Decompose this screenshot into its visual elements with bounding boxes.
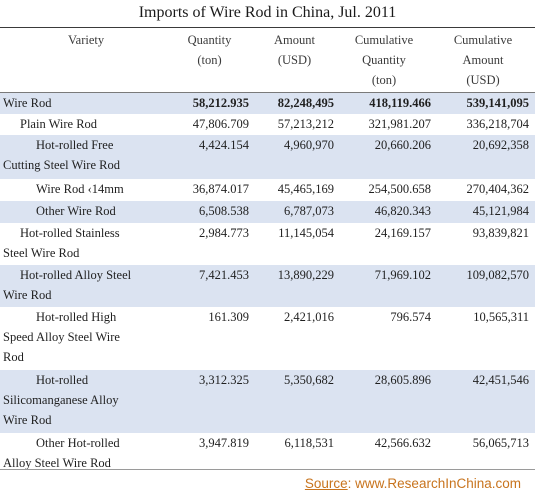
- quantity-cell: 6,508.538: [199, 204, 249, 218]
- amount-cell: 57,213,212: [277, 117, 334, 131]
- variety-cell: Hot-rolled Silicomanganese Alloy Wire Rod: [3, 373, 119, 427]
- cumulative-quantity-cell: 42,566.632: [374, 436, 431, 450]
- header-cumulative-amount: Cumulative Amount (USD): [453, 33, 513, 87]
- bottom-rule: [0, 469, 535, 470]
- variety-cell: Hot-rolled Alloy Steel Wire Rod: [3, 268, 132, 302]
- table-row: Hot-rolled Silicomanganese Alloy Wire Rod …: [0, 370, 535, 433]
- quantity-cell: 58,212.935: [192, 95, 249, 110]
- variety-cell: Hot-rolled Stainless Steel Wire Rod: [3, 226, 120, 260]
- quantity-cell: 4,424.154: [199, 138, 249, 152]
- quantity-cell: 3,947.819: [199, 436, 249, 450]
- cumulative-quantity-cell: 418,119.466: [369, 95, 431, 110]
- amount-cell: 5,350,682: [284, 373, 334, 387]
- cumulative-amount-cell: 42,451,546: [472, 373, 529, 387]
- quantity-cell: 36,874.017: [192, 182, 249, 196]
- table-row: Hot-rolled Free Cutting Steel Wire Rod 4,…: [0, 135, 535, 179]
- amount-cell: 4,960,970: [284, 138, 334, 152]
- imports-table: Variety Quantity (ton) Amount (USD) Cumula…: [0, 30, 535, 475]
- cumulative-quantity-cell: 321,981.207: [368, 117, 432, 131]
- quantity-cell: 3,312.325: [199, 373, 249, 387]
- header-quantity: Quantity (ton): [187, 33, 232, 67]
- amount-cell: 13,890,229: [277, 268, 334, 282]
- amount-cell: 6,118,531: [284, 436, 334, 450]
- cumulative-amount-cell: 20,692,358: [472, 138, 529, 152]
- cumulative-amount-cell: 270,404,362: [466, 182, 530, 196]
- source-text: : www.ResearchInChina.com: [347, 476, 521, 491]
- amount-cell: 2,421,016: [284, 310, 334, 324]
- variety-cell: Wire Rod: [3, 95, 52, 110]
- amount-cell: 11,145,054: [278, 226, 334, 240]
- variety-cell: Hot-rolled High Speed Alloy Steel Wire Rod: [3, 310, 120, 364]
- cumulative-amount-cell: 45,121,984: [472, 204, 529, 218]
- cumulative-quantity-cell: 28,605.896: [374, 373, 431, 387]
- table-row: Plain Wire Rod 47,806.709 57,213,212 321…: [0, 114, 535, 135]
- header-row: Variety Quantity (ton) Amount (USD) Cumula…: [0, 30, 535, 92]
- table-row: Hot-rolled Stainless Steel Wire Rod 2,984…: [0, 223, 535, 265]
- cumulative-quantity-cell: 20,660.206: [374, 138, 431, 152]
- header-variety: Variety: [68, 33, 105, 47]
- source-note: Source: www.ResearchInChina.com: [305, 476, 521, 491]
- quantity-cell: 2,984.773: [199, 226, 249, 240]
- cumulative-quantity-cell: 71,969.102: [374, 268, 431, 282]
- cumulative-quantity-cell: 46,820.343: [374, 204, 431, 218]
- variety-cell: Plain Wire Rod: [20, 117, 98, 131]
- cumulative-amount-cell: 539,141,095: [466, 95, 530, 110]
- table-row: Wire Rod 58,212.935 82,248,495 418,119.4…: [0, 92, 535, 114]
- table-title: Imports of Wire Rod in China, Jul. 2011: [138, 4, 397, 21]
- amount-cell: 45,465,169: [277, 182, 334, 196]
- quantity-cell: 7,421.453: [199, 268, 249, 282]
- cumulative-amount-cell: 56,065,713: [472, 436, 529, 450]
- variety-cell: Other Hot-rolled Alloy Steel Wire Rod: [3, 436, 120, 470]
- cumulative-quantity-cell: 796.574: [390, 310, 431, 324]
- amount-cell: 82,248,495: [277, 95, 334, 110]
- variety-cell: Hot-rolled Free Cutting Steel Wire Rod: [3, 138, 120, 172]
- title-rule: [0, 27, 535, 28]
- cumulative-amount-cell: 10,565,311: [473, 310, 529, 324]
- header-amount: Amount (USD): [274, 33, 315, 67]
- table-row: Hot-rolled Alloy Steel Wire Rod 7,421.453…: [0, 265, 535, 307]
- quantity-cell: 47,806.709: [192, 117, 249, 131]
- source-label: Source: [304, 476, 348, 491]
- cumulative-amount-cell: 336,218,704: [466, 117, 530, 131]
- table-row: Hot-rolled High Speed Alloy Steel Wire Rod…: [0, 307, 535, 370]
- cumulative-quantity-cell: 24,169.157: [374, 226, 431, 240]
- header-cumulative-quantity: Cumulative Quantity (ton): [354, 33, 414, 87]
- quantity-cell: 161.309: [208, 310, 249, 324]
- table-row: Wire Rod ‹14mm 36,874.017 45,465,169 254…: [0, 179, 535, 201]
- cumulative-quantity-cell: 254,500.658: [368, 182, 432, 196]
- cumulative-amount-cell: 93,839,821: [472, 226, 529, 240]
- variety-cell: Wire Rod ‹14mm: [36, 182, 124, 196]
- table-row: Other Hot-rolled Alloy Steel Wire Rod 3,9…: [0, 433, 535, 475]
- amount-cell: 6,787,073: [284, 204, 334, 218]
- variety-cell: Other Wire Rod: [36, 204, 116, 218]
- table-row: Other Wire Rod 6,508.538 6,787,073 46,82…: [0, 201, 535, 223]
- cumulative-amount-cell: 109,082,570: [466, 268, 530, 282]
